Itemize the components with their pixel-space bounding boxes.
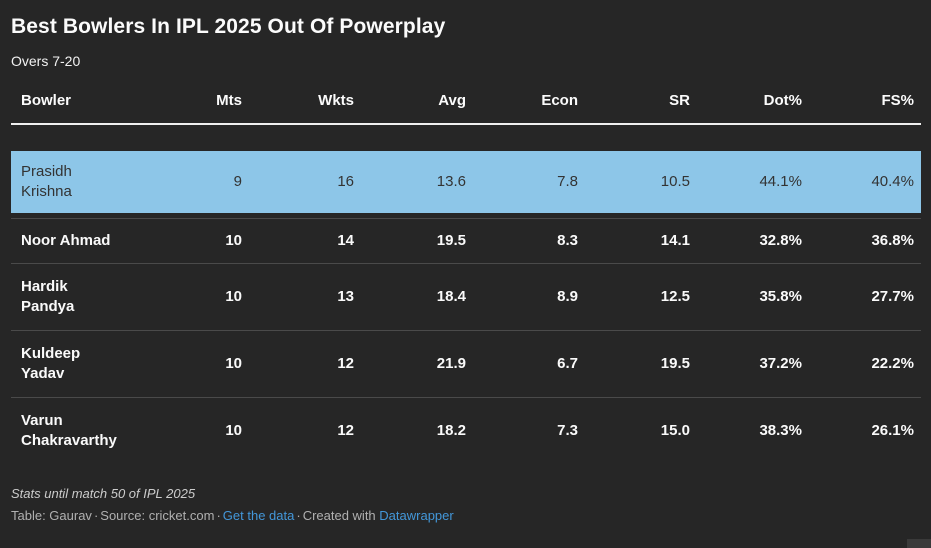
cell-fs: 22.2% [809,330,921,397]
cell-dot: 32.8% [697,218,809,263]
column-header-wkts: Wkts [249,92,361,125]
column-header-dot: Dot% [697,92,809,125]
cell-wkts: 12 [249,330,361,397]
cell-avg: 13.6 [361,151,473,218]
bowlers-table: Bowler Mts Wkts Avg Econ SR Dot% FS% Pra… [11,92,921,464]
column-header-avg: Avg [361,92,473,125]
column-header-bowler: Bowler [11,92,137,125]
cell-wkts: 14 [249,218,361,263]
column-header-fs: FS% [809,92,921,125]
separator: · [93,508,99,523]
cell-wkts: 13 [249,263,361,330]
cell-avg: 19.5 [361,218,473,263]
cell-fs: 36.8% [809,218,921,263]
cell-econ: 7.8 [473,151,585,218]
cell-dot: 38.3% [697,397,809,464]
cell-mts: 10 [137,330,249,397]
created-with-text: Created with [302,508,376,523]
cell-wkts: 16 [249,151,361,218]
cell-mts: 10 [137,397,249,464]
cell-wkts: 12 [249,397,361,464]
cell-dot: 35.8% [697,263,809,330]
cell-econ: 7.3 [473,397,585,464]
attribution-line: Table: Gaurav · Source: cricket.com · Get th… [11,508,920,523]
cell-econ: 6.7 [473,330,585,397]
cell-dot: 44.1% [697,151,809,218]
footnote: Stats until match 50 of IPL 2025 [11,486,196,501]
source-text: Source: cricket.com [100,508,215,523]
table-row-prasidh-krishna: Prasidh Krishna 9 16 13.6 7.8 10.5 44.1%… [11,151,921,218]
cell-sr: 10.5 [585,151,697,218]
bowler-name: Hardik Pandya [21,278,75,315]
cell-sr: 14.1 [585,218,697,263]
column-header-econ: Econ [473,92,585,125]
bowler-name: Prasidh Krishna [21,163,72,200]
table-row-varun-chakravarthy: Varun Chakravarthy 10 12 18.2 7.3 15.0 3… [11,397,921,464]
cell-fs: 40.4% [809,151,921,218]
header-spacer [11,125,921,151]
cell-sr: 12.5 [585,263,697,330]
horizontal-resize-icon: ↔ [912,543,927,548]
table-row-hardik-pandya: Hardik Pandya 10 13 18.4 8.9 12.5 35.8% … [11,263,921,330]
byline: Table: Gaurav [11,508,92,523]
table-row-noor-ahmad: Noor Ahmad 10 14 19.5 8.3 14.1 32.8% 36.… [11,218,921,263]
separator: · [296,508,301,523]
cell-avg: 21.9 [361,330,473,397]
cell-fs: 26.1% [809,397,921,464]
datawrapper-link[interactable]: Datawrapper [379,508,454,523]
page-title: Best Bowlers In IPL 2025 Out Of Powerpla… [11,15,446,38]
column-header-sr: SR [585,92,697,125]
get-the-data-link[interactable]: Get the data [222,508,295,523]
cell-avg: 18.4 [361,263,473,330]
bowler-name: Varun Chakravarthy [21,412,117,449]
cell-mts: 9 [137,151,249,218]
cell-mts: 10 [137,263,249,330]
bowler-name: Kuldeep Yadav [21,345,81,382]
bowler-name: Noor Ahmad [21,232,111,249]
cell-avg: 18.2 [361,397,473,464]
cell-dot: 37.2% [697,330,809,397]
cell-fs: 27.7% [809,263,921,330]
cell-sr: 19.5 [585,330,697,397]
cell-mts: 10 [137,218,249,263]
table-row-kuldeep-yadav: Kuldeep Yadav 10 12 21.9 6.7 19.5 37.2% … [11,330,921,397]
separator: · [216,508,221,523]
page-subtitle: Overs 7-20 [11,53,81,69]
table-header-row: Bowler Mts Wkts Avg Econ SR Dot% FS% [11,92,921,125]
chart-container: Best Bowlers In IPL 2025 Out Of Powerpla… [0,15,931,523]
cell-econ: 8.3 [473,218,585,263]
cell-econ: 8.9 [473,263,585,330]
cell-sr: 15.0 [585,397,697,464]
resize-handle[interactable]: ↔ [907,539,931,548]
column-header-mts: Mts [137,92,249,125]
